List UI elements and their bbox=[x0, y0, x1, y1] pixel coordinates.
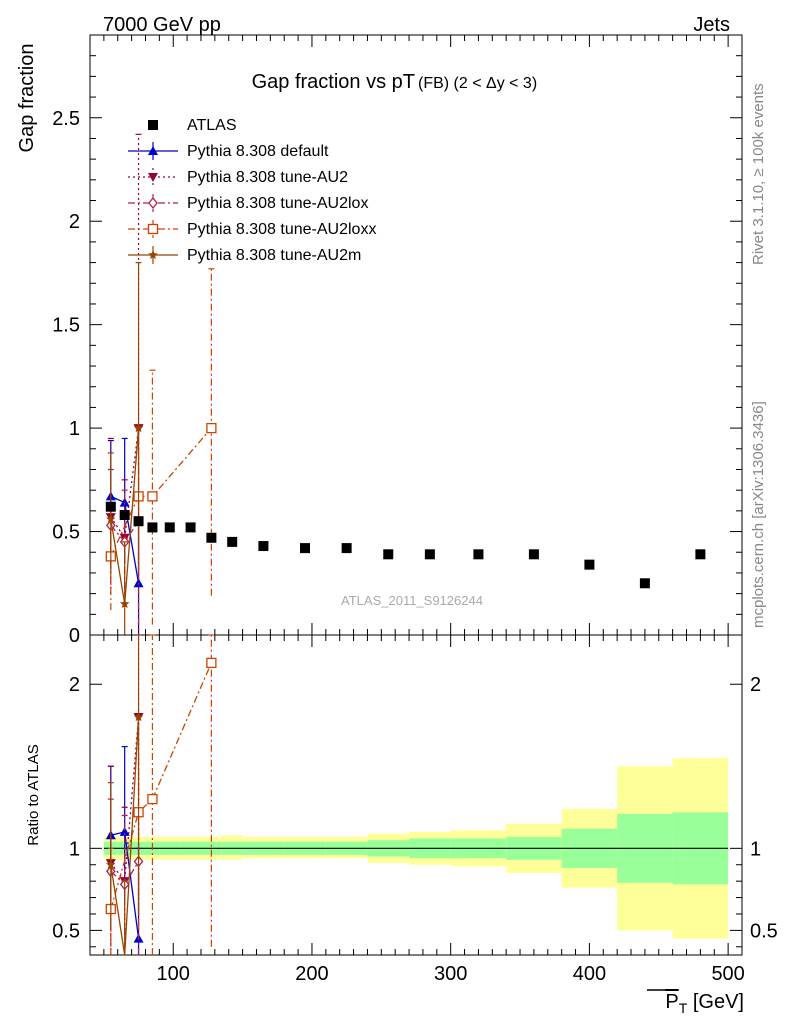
data-point bbox=[227, 536, 238, 547]
data-point bbox=[105, 501, 116, 512]
legend-marker bbox=[148, 173, 158, 182]
series-main-atlas bbox=[105, 501, 706, 589]
data-point bbox=[206, 532, 217, 543]
data-point bbox=[695, 549, 706, 560]
main-panel: 0 0.5 1 1.5 2 2.5 ATLAS_2011_S9126244 Gap fra… bbox=[16, 34, 743, 647]
ratio-xtick-label: 400 bbox=[573, 963, 606, 985]
data-point bbox=[185, 522, 196, 533]
ratio-xtick-label: 300 bbox=[434, 963, 467, 985]
ratio-panel: 0.5 0.5 1 1 2 2 100 200 300 400 500 Ratio to ATLAS… bbox=[25, 634, 778, 1016]
legend-marker bbox=[148, 250, 158, 260]
data-point bbox=[147, 491, 158, 502]
main-ytick-label: 1 bbox=[69, 418, 80, 440]
legend-marker bbox=[148, 146, 158, 155]
legend-label-default: Pythia 8.308 default bbox=[187, 143, 329, 160]
data-point bbox=[133, 516, 144, 527]
data-point bbox=[106, 514, 116, 524]
data-point bbox=[584, 559, 595, 570]
main-ytick-label: 0 bbox=[69, 625, 80, 647]
legend: ATLAS Pythia 8.308 default Pythia 8.308 … bbox=[128, 117, 376, 264]
legend-label-atlas: ATLAS bbox=[187, 117, 237, 134]
legend-label-au2: Pythia 8.308 tune-AU2 bbox=[187, 169, 348, 186]
data-point bbox=[206, 657, 217, 669]
main-axis-ticks: 0 0.5 1 1.5 2 2.5 bbox=[52, 34, 742, 647]
main-ylabel: Gap fraction bbox=[16, 44, 38, 153]
ratio-ytick-label-left: 0.5 bbox=[52, 920, 80, 942]
data-point bbox=[258, 541, 269, 552]
data-point bbox=[528, 549, 539, 560]
ratio-ytick-label-left: 1 bbox=[69, 838, 80, 860]
ratio-series bbox=[105, 634, 217, 956]
main-title: Gap fraction vs pT bbox=[252, 71, 415, 93]
data-point bbox=[383, 549, 394, 560]
ratio-ylabel: Ratio to ATLAS bbox=[25, 744, 42, 845]
data-point bbox=[119, 826, 130, 836]
data-point bbox=[133, 423, 144, 433]
main-ytick-label: 0.5 bbox=[52, 522, 80, 544]
ratio-ytick-label-left: 2 bbox=[69, 674, 80, 696]
main-ytick-label: 1.5 bbox=[52, 315, 80, 337]
data-point bbox=[473, 549, 484, 560]
legend-marker bbox=[148, 196, 158, 210]
series-ratio-pythia-8-308-tune-au2loxx bbox=[105, 634, 217, 955]
series-line bbox=[110, 427, 212, 557]
data-point bbox=[147, 793, 158, 805]
ratio-xtick-label: 200 bbox=[295, 963, 328, 985]
data-point bbox=[147, 522, 158, 533]
ratio-xlabel: PT [GeV] bbox=[665, 991, 744, 1016]
series-main-pythia-8-308-tune-au2loxx bbox=[105, 268, 217, 625]
data-point bbox=[639, 578, 650, 589]
legend-marker bbox=[148, 120, 158, 130]
ratio-axis-ticks: 0.5 0.5 1 1 2 2 100 200 300 400 500 bbox=[52, 635, 778, 985]
ratio-xtick-label: 100 bbox=[157, 963, 190, 985]
data-point bbox=[133, 712, 144, 722]
data-point bbox=[424, 549, 435, 560]
data-point bbox=[164, 522, 175, 533]
analysis-watermark: ATLAS_2011_S9126244 bbox=[341, 593, 483, 608]
legend-label-au2lox: Pythia 8.308 tune-AU2lox bbox=[187, 195, 368, 212]
series-line bbox=[110, 662, 212, 910]
ratio-frame bbox=[89, 634, 743, 956]
series-ratio-pythia-8-308-tune-au2m bbox=[106, 634, 144, 956]
main-title-suffix: (FB) (2 < Δy < 3) bbox=[418, 75, 537, 92]
header-right: Jets bbox=[693, 14, 730, 36]
ratio-uncertainty-bands bbox=[103, 758, 729, 939]
data-point bbox=[106, 859, 116, 869]
ratio-ytick-label-right: 2 bbox=[750, 674, 761, 696]
side-label-top: Rivet 3.1.10, ≥ 100k events bbox=[750, 83, 767, 265]
data-point bbox=[206, 422, 217, 434]
legend-markers bbox=[128, 120, 178, 264]
main-ytick-label: 2 bbox=[69, 211, 80, 233]
ratio-xtick-label: 500 bbox=[711, 963, 744, 985]
legend-label-au2m: Pythia 8.308 tune-AU2m bbox=[187, 247, 361, 264]
legend-label-au2loxx: Pythia 8.308 tune-AU2loxx bbox=[187, 221, 376, 238]
main-series bbox=[105, 133, 706, 635]
data-point bbox=[119, 598, 130, 609]
ratio-ytick-label-right: 1 bbox=[750, 838, 761, 860]
main-ytick-label: 2.5 bbox=[52, 108, 80, 130]
side-label-bottom: mcplots.cern.ch [arXiv:1306.3436] bbox=[750, 401, 767, 628]
ratio-ytick-label-right: 0.5 bbox=[750, 920, 778, 942]
header-left: 7000 GeV pp bbox=[103, 14, 221, 36]
data-point bbox=[119, 510, 130, 520]
legend-marker bbox=[147, 223, 159, 235]
data-point bbox=[300, 543, 311, 554]
data-point bbox=[341, 543, 352, 554]
